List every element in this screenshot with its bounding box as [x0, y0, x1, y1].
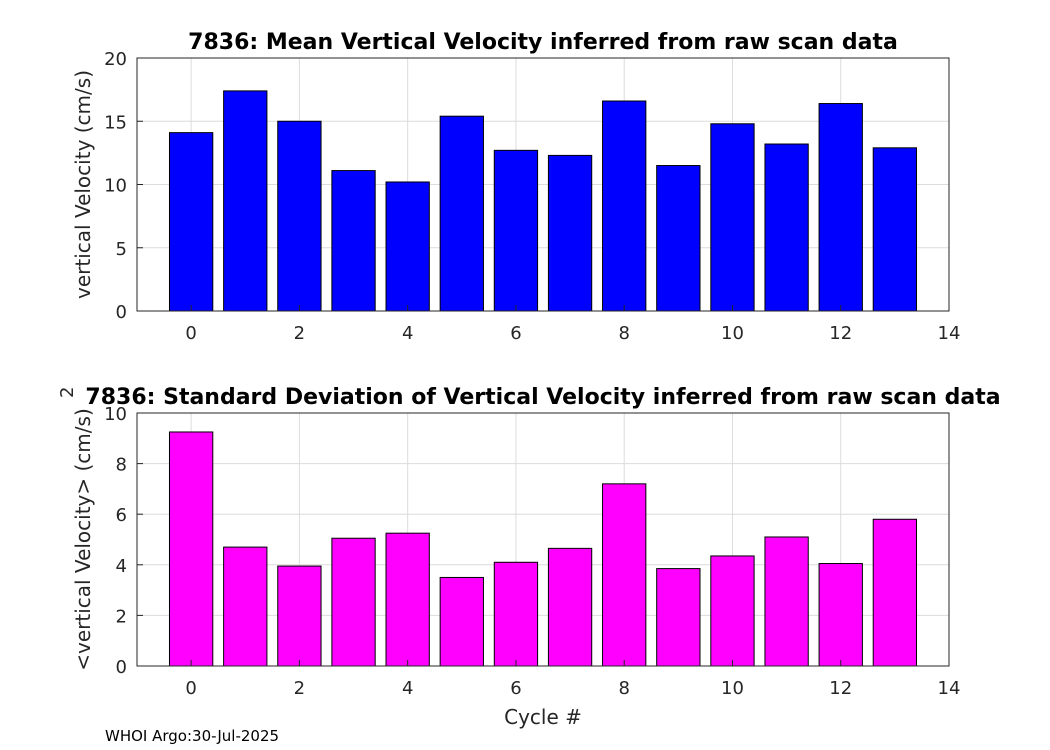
chart-2-ytick-label: 8 [116, 455, 127, 476]
chart-2-bar-6 [493, 561, 539, 667]
chart-2-bar-2 [277, 565, 322, 667]
chart-2-xlabel: Cycle # [504, 705, 582, 729]
chart-1-ytick-label: 5 [116, 239, 127, 260]
chart-2-ytick-label: 2 [116, 606, 127, 627]
chart-2-xtick-label: 0 [185, 678, 196, 699]
chart-2-xtick-label: 2 [294, 678, 305, 699]
chart-1-ytick-label: 0 [116, 302, 127, 323]
chart-1-title: 7836: Mean Vertical Velocity inferred fr… [188, 30, 898, 55]
chart-1-xtick-label: 6 [510, 323, 521, 344]
chart-1-xtick-label: 8 [618, 323, 629, 344]
chart-2-ytick-label: 4 [116, 556, 127, 577]
chart-2-bar-11 [764, 536, 809, 667]
chart-2-xtick-label: 4 [402, 678, 413, 699]
chart-2-bar-1 [223, 546, 268, 667]
chart-2-ytick-label: 10 [104, 404, 127, 425]
footer-label: WHOI Argo:30-Jul-2025 [105, 727, 279, 745]
chart-2-ylabel: <vertical Velocity> (cm/s) [71, 408, 95, 671]
chart-2-xtick-label: 8 [618, 678, 629, 699]
chart-1-ytick-label: 15 [104, 112, 127, 133]
chart-1-bar-1 [223, 90, 268, 312]
chart-2-axes-frame [136, 412, 950, 667]
chart-1-xtick-label: 14 [938, 323, 961, 344]
chart-1-xtick-label: 2 [294, 323, 305, 344]
chart-1-bar-3 [331, 170, 376, 312]
chart-2-ytick-label: 6 [116, 505, 127, 526]
chart-2-xtick-label: 12 [829, 678, 852, 699]
chart-1-ylabel: vertical Velocity (cm/s) [71, 70, 95, 299]
chart-2-bar-4 [385, 532, 430, 667]
chart-1-bar-5 [439, 115, 484, 312]
chart-1-xtick-label: 10 [721, 323, 744, 344]
chart-2-bar-10 [710, 555, 755, 667]
chart-1-bar-7 [547, 154, 593, 312]
chart-1-xtick-label: 12 [829, 323, 852, 344]
chart-2-bar-7 [547, 547, 593, 667]
chart-1-xtick-label: 4 [402, 323, 413, 344]
chart-1-bar-10 [710, 123, 755, 312]
chart-1-bar-13 [872, 147, 918, 312]
chart-1-bar-6 [493, 149, 539, 312]
chart-2-xtick-label: 14 [938, 678, 961, 699]
chart-2-bar-13 [872, 518, 918, 667]
chart-1-bar-2 [277, 120, 322, 312]
chart-2-bar-3 [331, 537, 376, 667]
chart-2-ytick-label: 0 [116, 657, 127, 678]
chart-2-xtick-label: 10 [721, 678, 744, 699]
chart-1-xtick-label: 0 [185, 323, 196, 344]
chart-2-xtick-label: 6 [510, 678, 521, 699]
chart-1-ytick-label: 20 [104, 49, 127, 70]
chart-1-bar-9 [656, 165, 701, 312]
chart-1-bar-12 [818, 103, 863, 312]
chart-2-bar-5 [439, 576, 484, 667]
chart-2-bar-8 [602, 483, 647, 667]
chart-1-ytick-label: 10 [104, 176, 127, 197]
chart-2-ylabel-superscript: 2 [57, 387, 78, 398]
chart-1-bar-11 [764, 143, 809, 312]
chart-1-bar-4 [385, 181, 430, 312]
mean-velocity-chart: 0 2 4 6 8 10 12 14 0 5 10 15 20 7836: Mean Vertical V… [71, 30, 960, 344]
chart-1-bar-8 [602, 100, 647, 312]
chart-2-bar-9 [656, 568, 701, 667]
chart-2-bar-0 [168, 431, 214, 667]
chart-1-bar-0 [168, 132, 214, 312]
chart-2-bar-12 [818, 563, 863, 667]
chart-2-title: 7836: Standard Deviation of Vertical Vel… [85, 385, 1000, 410]
